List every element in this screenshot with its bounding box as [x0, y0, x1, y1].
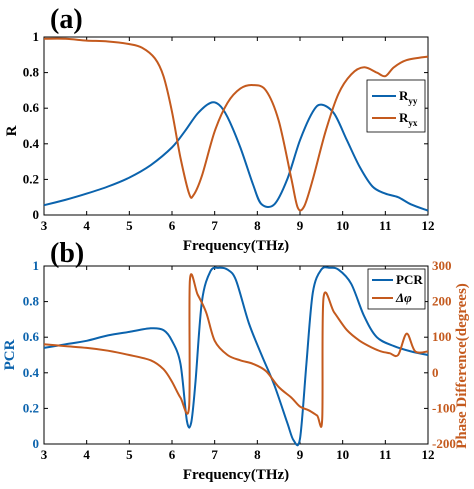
legend-label-dphi: Δφ	[395, 290, 412, 305]
panel-b-lines	[43, 266, 429, 447]
panel-a-legend: Ryy Ryx	[366, 79, 426, 133]
x-tick-label: 6	[169, 447, 176, 462]
y2-tick-label: 100	[432, 329, 452, 344]
y2-tick-label: 0	[432, 365, 439, 380]
x-tick-label: 9	[297, 218, 304, 233]
legend-label-ryx: Ryx	[399, 110, 418, 128]
x-tick-label: 5	[126, 447, 133, 462]
series-line-0-1	[43, 37, 429, 212]
x-tick-label: 5	[126, 218, 133, 233]
x-tick-label: 12	[422, 218, 435, 233]
y-tick-label: 0	[33, 436, 40, 451]
x-tick-label: 3	[41, 447, 48, 462]
x-tick-label: 10	[336, 218, 349, 233]
panel-a-frame	[43, 36, 429, 216]
y-tick-label: 0.6	[23, 100, 40, 115]
panel-a-x-ticks: 3 4 5 6 7 8 9 10 11 12	[41, 37, 435, 233]
series-line-0-0	[43, 101, 429, 212]
x-tick-label: 9	[297, 447, 304, 462]
y2-tick-label: 300	[432, 258, 452, 273]
panel-a-lines	[43, 37, 429, 212]
panel-a-xlabel: Frequency(THz)	[183, 238, 289, 254]
x-tick-label: 7	[211, 218, 218, 233]
panel-b-y2-ticks: -200 -100 0 100 200 300	[424, 258, 456, 451]
y-tick-label: 0.8	[23, 65, 40, 80]
y2-tick-label: 200	[432, 294, 452, 309]
x-tick-label: 4	[83, 218, 90, 233]
panel-b-xlabel: Frequency(THz)	[183, 467, 289, 483]
panel-b-y2label: Phase Difference(degrees)	[454, 283, 470, 449]
panel-b-legend-box	[367, 268, 426, 310]
panel-b-ylabel: PCR	[2, 339, 18, 370]
y-tick-label: 1	[33, 258, 40, 273]
panel-b-legend: PCR Δφ	[367, 268, 426, 310]
y-tick-label: 0	[33, 207, 40, 222]
y-tick-label: 1	[33, 29, 40, 44]
y-tick-label: 0.6	[23, 329, 40, 344]
panel-a-ylabel: R	[4, 125, 20, 136]
panel-b-y-ticks: 0 0.2 0.4 0.6 0.8 1	[23, 258, 48, 451]
legend-label-pcr: PCR	[396, 272, 423, 287]
x-tick-label: 6	[169, 218, 176, 233]
panel-b-letter: (b)	[50, 238, 84, 269]
panel-a: 3 4 5 6 7 8 9 10 11 12 0 0.2 0.4 0.6 0.8 1 (a) Frequen…	[4, 4, 435, 254]
panel-a-letter: (a)	[50, 4, 83, 35]
panel-a-y-ticks: 0 0.2 0.4 0.6 0.8 1	[23, 29, 428, 222]
x-tick-label: 12	[422, 447, 435, 462]
y-tick-label: 0.2	[23, 171, 39, 186]
series-line-1-0	[43, 266, 429, 447]
y-tick-label: 0.4	[23, 136, 40, 151]
panel-b-x-ticks: 3 4 5 6 7 8 9 10 11 12	[41, 266, 435, 462]
x-tick-label: 4	[83, 447, 90, 462]
legend-label-ryy: Ryy	[399, 88, 418, 106]
y2-tick-label: -200	[432, 436, 456, 451]
x-tick-label: 3	[41, 218, 48, 233]
y-tick-label: 0.2	[23, 400, 39, 415]
panel-a-legend-box	[366, 79, 426, 133]
x-tick-label: 7	[211, 447, 218, 462]
x-tick-label: 8	[254, 218, 261, 233]
x-tick-label: 8	[254, 447, 261, 462]
y2-tick-label: -100	[432, 400, 456, 415]
x-tick-label: 11	[379, 447, 391, 462]
series-line-1-1	[43, 273, 429, 428]
x-tick-label: 11	[379, 218, 391, 233]
panel-b: 3 4 5 6 7 8 9 10 11 12 0 0.2 0.4 0.6 0.8 1 -200 -100 0 10…	[2, 238, 470, 483]
y-tick-label: 0.8	[23, 294, 40, 309]
x-tick-label: 10	[336, 447, 349, 462]
y-tick-label: 0.4	[23, 365, 40, 380]
